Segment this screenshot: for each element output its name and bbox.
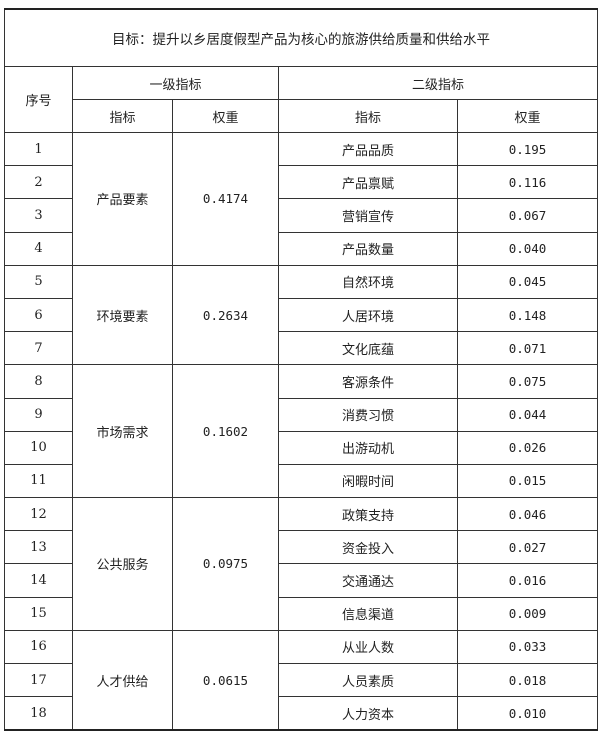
indicator-weight-table: 目标：提升以乡居度假型产品为核心的旅游供给质量和供给水平 序号 一级指标 二级指…	[3, 8, 599, 732]
level2-indicator: 人居环境	[278, 297, 458, 333]
table-row: 15 信息渠道 0.009	[4, 596, 599, 631]
level2-weight: 0.046	[456, 497, 599, 532]
table-row: 17 人员素质 0.018	[4, 662, 599, 698]
header-level1-indicator: 指标	[72, 99, 173, 133]
table-row: 2 产品禀赋 0.116	[4, 165, 599, 200]
level2-weight: 0.195	[456, 131, 599, 167]
row-index: 15	[4, 596, 73, 631]
row-index: 2	[4, 165, 73, 200]
level1-weight: 0.4174	[172, 132, 279, 266]
row-index: 5	[4, 264, 73, 299]
level2-weight: 0.033	[456, 629, 599, 665]
level2-weight: 0.044	[456, 397, 599, 432]
level1-indicator: 环境要素	[72, 264, 173, 366]
level2-weight: 0.148	[456, 297, 599, 333]
level1-indicator: 市场需求	[72, 364, 173, 499]
level2-weight: 0.010	[456, 696, 599, 731]
table-row: 16 人才供给 0.0615 从业人数 0.033	[4, 629, 599, 731]
table-row: 10 出游动机 0.026	[4, 430, 599, 465]
table-title: 目标：提升以乡居度假型产品为核心的旅游供给质量和供给水平	[3, 8, 599, 67]
header-index: 序号	[4, 66, 73, 133]
header-level2: 二级指标	[277, 66, 599, 100]
row-index: 16	[4, 629, 73, 665]
level2-indicator: 客源条件	[278, 364, 458, 399]
level2-indicator: 交通通达	[278, 563, 458, 598]
level2-indicator: 消费习惯	[278, 397, 458, 432]
level2-weight: 0.116	[456, 165, 599, 200]
table-row: 5 环境要素 0.2634 自然环境 0.045	[4, 264, 599, 366]
table-row: 13 资金投入 0.027	[4, 530, 599, 565]
level2-weight: 0.009	[456, 596, 599, 631]
row-index: 13	[4, 530, 73, 565]
level2-weight: 0.075	[456, 364, 599, 399]
table-row: 6 人居环境 0.148	[4, 297, 599, 333]
level2-indicator: 出游动机	[278, 430, 458, 465]
row-index: 18	[4, 696, 73, 731]
level2-weight: 0.045	[456, 264, 599, 299]
level2-weight: 0.040	[456, 231, 599, 266]
level2-indicator: 闲暇时间	[278, 463, 458, 499]
table-row: 3 营销宣传 0.067	[4, 198, 599, 233]
table-row: 1 产品要素 0.4174 产品品质 0.195	[4, 131, 599, 266]
row-index: 4	[4, 231, 73, 266]
level2-indicator: 从业人数	[278, 629, 458, 665]
table-row: 18 人力资本 0.010	[4, 696, 599, 731]
table-row: 7 文化底蕴 0.071	[4, 331, 599, 366]
level2-indicator: 文化底蕴	[278, 331, 458, 366]
level2-weight: 0.016	[456, 563, 599, 598]
level2-weight: 0.027	[456, 530, 599, 565]
header-level1-weight: 权重	[172, 99, 279, 133]
level2-weight: 0.018	[456, 662, 599, 698]
row-index: 14	[4, 563, 73, 598]
level2-indicator: 产品数量	[278, 231, 458, 266]
level2-weight: 0.071	[456, 331, 599, 366]
level2-indicator: 产品禀赋	[278, 165, 458, 200]
table-row: 8 市场需求 0.1602 客源条件 0.075	[4, 364, 599, 499]
level2-indicator: 政策支持	[278, 497, 458, 532]
row-index: 1	[4, 131, 73, 167]
level2-indicator: 人力资本	[278, 696, 458, 731]
level2-indicator: 营销宣传	[278, 198, 458, 233]
row-index: 7	[4, 331, 73, 366]
header-level1: 一级指标	[72, 66, 279, 100]
level2-indicator: 自然环境	[278, 264, 458, 299]
level2-indicator: 人员素质	[278, 662, 458, 698]
header-level2-weight: 权重	[456, 99, 599, 133]
level1-weight: 0.2634	[172, 264, 279, 366]
level2-indicator: 信息渠道	[278, 596, 458, 631]
table-row: 14 交通通达 0.016	[4, 563, 599, 598]
level1-weight: 0.0975	[172, 497, 279, 631]
level2-weight: 0.015	[456, 463, 599, 499]
level2-weight: 0.067	[456, 198, 599, 233]
row-index: 9	[4, 397, 73, 432]
level2-indicator: 产品品质	[278, 131, 458, 167]
level1-indicator: 人才供给	[72, 629, 173, 731]
level2-weight: 0.026	[456, 430, 599, 465]
row-index: 12	[4, 497, 73, 532]
row-index: 6	[4, 297, 73, 333]
row-index: 8	[4, 364, 73, 399]
level1-indicator: 公共服务	[72, 497, 173, 631]
row-index: 3	[4, 198, 73, 233]
level1-indicator: 产品要素	[72, 132, 173, 266]
level2-indicator: 资金投入	[278, 530, 458, 565]
level1-weight: 0.0615	[172, 629, 279, 731]
row-index: 17	[4, 662, 73, 698]
header-level2-indicator: 指标	[278, 99, 458, 133]
level1-weight: 0.1602	[172, 364, 279, 499]
table-row: 11 闲暇时间 0.015	[4, 463, 599, 499]
row-index: 11	[4, 463, 73, 499]
table-row: 12 公共服务 0.0975 政策支持 0.046	[4, 497, 599, 631]
row-index: 10	[4, 430, 73, 465]
